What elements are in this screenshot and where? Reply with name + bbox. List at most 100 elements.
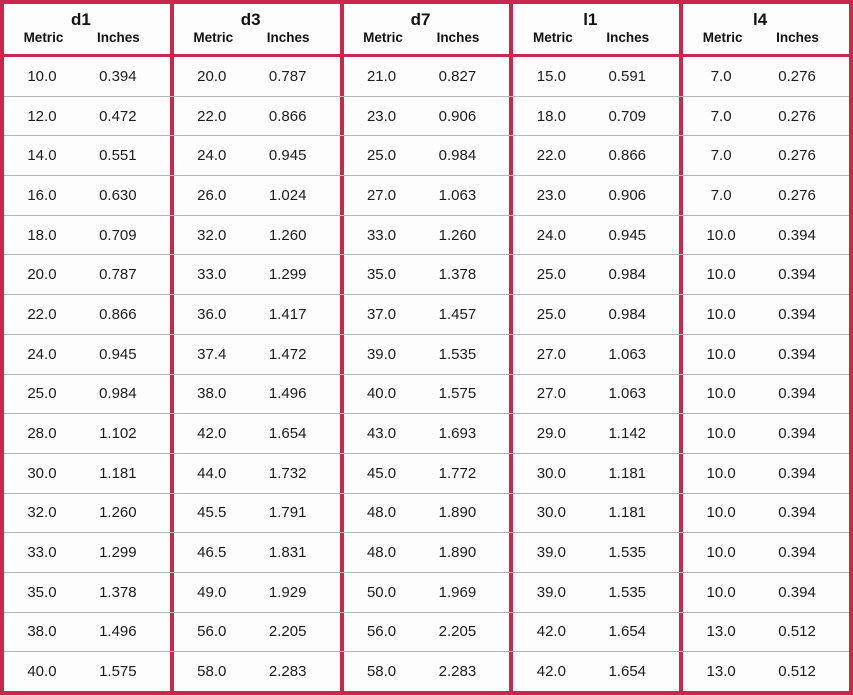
metric-value: 58.0 bbox=[197, 663, 227, 681]
inches-value: 0.787 bbox=[99, 266, 137, 284]
row-group-l1: 23.0 0.906 bbox=[513, 176, 684, 215]
row-group-l4: 10.0 0.394 bbox=[683, 216, 849, 255]
metric-value: 40.0 bbox=[366, 385, 397, 403]
inches-value: 1.024 bbox=[268, 186, 307, 204]
metric-value: 22.0 bbox=[27, 305, 57, 323]
inches-value: 1.496 bbox=[99, 623, 137, 641]
inches-value: 0.394 bbox=[778, 305, 816, 323]
row-group-l4: 10.0 0.394 bbox=[683, 533, 849, 572]
table-row: 33.0 1.299 46.5 1.831 48.0 1.890 39.0 1.535 10.0… bbox=[4, 533, 849, 573]
metric-value: 25.0 bbox=[366, 147, 397, 165]
row-group-l4: 10.0 0.394 bbox=[683, 335, 849, 374]
inches-value: 1.575 bbox=[99, 663, 137, 681]
metric-value: 27.0 bbox=[366, 186, 397, 204]
group-title: d1 bbox=[70, 10, 91, 30]
row-group-l4: 7.0 0.276 bbox=[683, 176, 849, 215]
row-group-l4: 10.0 0.394 bbox=[683, 255, 849, 294]
metric-value: 15.0 bbox=[536, 67, 566, 85]
table-row: 16.0 0.630 26.0 1.024 27.0 1.063 23.0 0.906 7.0 0… bbox=[4, 176, 849, 216]
inches-value: 1.575 bbox=[438, 385, 477, 403]
metric-value: 10.0 bbox=[706, 345, 736, 363]
inches-value: 0.984 bbox=[99, 385, 137, 403]
row-group-l1: 39.0 1.535 bbox=[513, 572, 684, 612]
row-group-d7: 48.0 1.890 bbox=[344, 493, 514, 533]
metric-column-header: Metric bbox=[532, 29, 573, 45]
table-row: 12.0 0.472 22.0 0.866 23.0 0.906 18.0 0.709 7.0 0… bbox=[4, 96, 849, 137]
inches-value: 0.276 bbox=[778, 147, 816, 165]
inches-value: 0.945 bbox=[99, 345, 137, 363]
inches-value: 1.654 bbox=[608, 623, 647, 641]
row-group-d3: 22.0 0.866 bbox=[174, 96, 344, 136]
metric-value: 20.0 bbox=[197, 67, 227, 85]
metric-column-header: Metric bbox=[363, 29, 403, 45]
inches-value: 1.457 bbox=[438, 305, 477, 323]
inches-column-header: Inches bbox=[266, 29, 310, 45]
inches-value: 0.394 bbox=[778, 345, 816, 363]
row-group-d7: 58.0 2.283 bbox=[344, 652, 514, 691]
row-group-d1: 24.0 0.945 bbox=[4, 334, 174, 374]
inches-value: 1.969 bbox=[438, 583, 477, 601]
table-row: 14.0 0.551 24.0 0.945 25.0 0.984 22.0 0.866 7.0 0… bbox=[4, 136, 849, 177]
inches-value: 1.929 bbox=[268, 583, 307, 601]
metric-value: 10.0 bbox=[706, 305, 736, 323]
group-title: l4 bbox=[752, 10, 768, 30]
row-group-l1: 27.0 1.063 bbox=[513, 334, 684, 374]
metric-column-header: Metric bbox=[193, 29, 234, 45]
row-group-l4: 13.0 0.512 bbox=[683, 652, 849, 691]
inches-value: 0.984 bbox=[608, 305, 647, 323]
inches-value: 2.205 bbox=[438, 623, 477, 641]
inches-value: 0.906 bbox=[608, 186, 647, 204]
metric-value: 7.0 bbox=[710, 107, 732, 125]
metric-value: 7.0 bbox=[710, 147, 732, 165]
row-group-d1: 20.0 0.787 bbox=[4, 255, 174, 295]
row-group-d1: 35.0 1.378 bbox=[4, 572, 174, 612]
inches-value: 1.693 bbox=[438, 425, 477, 443]
inches-value: 0.945 bbox=[268, 147, 307, 165]
row-group-l1: 29.0 1.142 bbox=[513, 414, 684, 453]
table-row: 18.0 0.709 32.0 1.260 33.0 1.260 24.0 0.945 10.0… bbox=[4, 215, 849, 256]
row-group-d3: 24.0 0.945 bbox=[174, 136, 344, 176]
row-group-d3: 44.0 1.732 bbox=[174, 453, 344, 493]
row-group-d3: 45.5 1.791 bbox=[174, 493, 344, 533]
metric-value: 42.0 bbox=[536, 663, 566, 681]
row-group-d1: 28.0 1.102 bbox=[4, 414, 174, 453]
inches-value: 1.299 bbox=[99, 544, 137, 562]
table-row: 10.0 0.394 20.0 0.787 21.0 0.827 15.0 0.591 7.0 0… bbox=[4, 57, 849, 97]
inches-value: 0.276 bbox=[778, 67, 816, 85]
inches-value: 0.394 bbox=[778, 385, 816, 403]
group-title: d7 bbox=[410, 10, 431, 30]
metric-value: 38.0 bbox=[27, 623, 57, 641]
row-group-d7: 48.0 1.890 bbox=[344, 533, 514, 572]
row-group-d7: 50.0 1.969 bbox=[344, 572, 514, 612]
metric-value: 45.5 bbox=[197, 504, 227, 522]
row-group-d7: 35.0 1.378 bbox=[344, 255, 514, 295]
metric-value: 25.0 bbox=[536, 266, 566, 284]
row-group-l1: 25.0 0.984 bbox=[513, 255, 684, 295]
row-group-d7: 27.0 1.063 bbox=[344, 176, 514, 215]
subheader-row: Metric Inches bbox=[515, 30, 665, 46]
inches-value: 0.906 bbox=[438, 107, 477, 125]
inches-value: 1.260 bbox=[268, 226, 307, 244]
inches-value: 0.394 bbox=[778, 583, 816, 601]
inches-value: 0.709 bbox=[608, 107, 647, 125]
metric-value: 10.0 bbox=[706, 425, 736, 443]
row-group-l4: 10.0 0.394 bbox=[683, 494, 849, 533]
inches-value: 0.394 bbox=[778, 544, 816, 562]
inches-value: 0.276 bbox=[778, 186, 816, 204]
inches-value: 0.394 bbox=[778, 504, 816, 522]
metric-value: 22.0 bbox=[536, 147, 566, 165]
metric-value: 42.0 bbox=[197, 425, 227, 443]
row-group-d3: 36.0 1.417 bbox=[174, 295, 344, 334]
group-title: d3 bbox=[240, 10, 261, 30]
row-group-d1: 25.0 0.984 bbox=[4, 374, 174, 414]
table-header: d1 Metric Inches d3 Metric Inches d7 Metric Inch… bbox=[4, 4, 849, 57]
row-group-d1: 40.0 1.575 bbox=[4, 652, 174, 691]
metric-value: 12.0 bbox=[27, 107, 57, 125]
inches-value: 1.732 bbox=[268, 464, 307, 482]
inches-value: 1.378 bbox=[438, 266, 477, 284]
table-row: 38.0 1.496 56.0 2.205 56.0 2.205 42.0 1.654 13.0… bbox=[4, 612, 849, 653]
metric-value: 20.0 bbox=[27, 266, 57, 284]
metric-value: 46.5 bbox=[197, 544, 227, 562]
row-group-d1: 38.0 1.496 bbox=[4, 612, 174, 652]
metric-value: 25.0 bbox=[27, 385, 57, 403]
